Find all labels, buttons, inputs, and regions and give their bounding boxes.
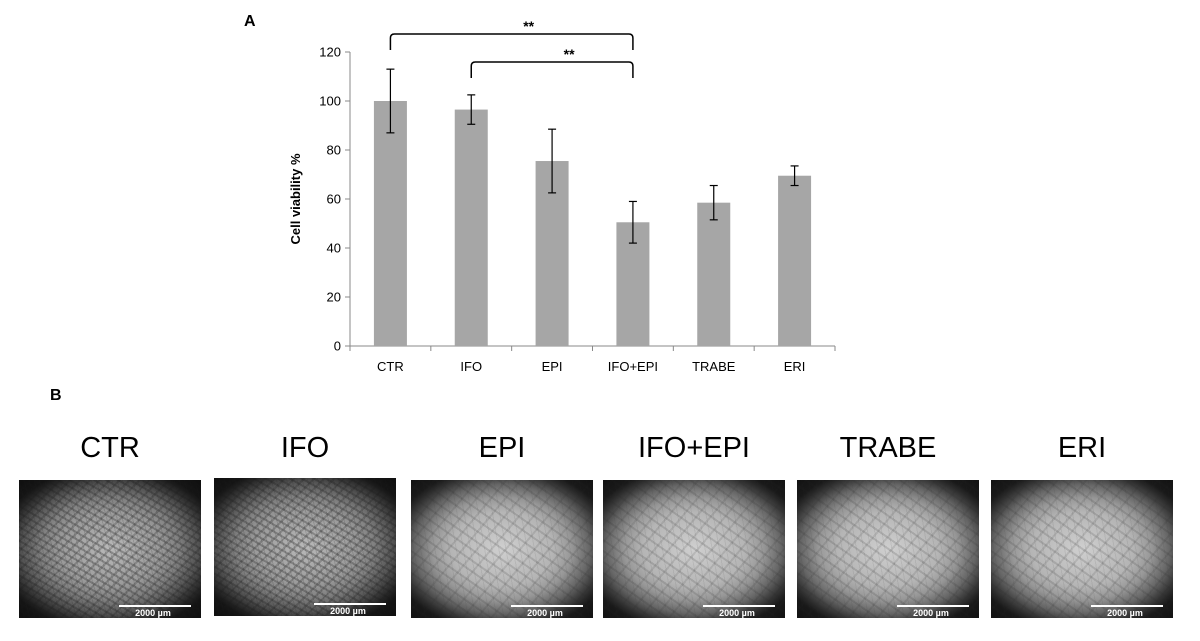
significance-label: ** (564, 46, 575, 62)
x-axis: CTR IFO EPI IFO+EPI TRABE ERI (349, 345, 836, 374)
panel-a-label: A (244, 13, 256, 30)
scale-bar-label: 2000 µm (135, 608, 171, 618)
x-tick-label: ERI (784, 359, 806, 374)
y-tick-label: 40 (327, 241, 341, 256)
micrograph-title: CTR (80, 432, 140, 464)
scale-bar-label: 2000 µm (913, 608, 949, 618)
bar (778, 175, 812, 346)
x-tick-label: IFO+EPI (608, 359, 658, 374)
micrograph-title: TRABE (839, 432, 937, 464)
panel-b-label: B (50, 387, 62, 404)
scale-bar-label: 2000 µm (330, 606, 366, 616)
error-bars (386, 68, 799, 244)
y-tick-label: 20 (327, 290, 341, 305)
scale-bar (511, 605, 583, 607)
scale-bar (1091, 605, 1163, 607)
scale-bar-label: 2000 µm (1107, 608, 1143, 618)
vignette (603, 480, 785, 618)
y-tick-label: 120 (319, 45, 341, 60)
scale-bar (703, 605, 775, 607)
scale-bar (897, 605, 969, 607)
bars (373, 101, 812, 346)
vignette (991, 480, 1173, 618)
x-tick-label: EPI (542, 359, 563, 374)
bar (373, 101, 407, 346)
y-axis-label: Cell viability % (288, 153, 303, 244)
scale-bar (314, 603, 386, 605)
micrograph-image: 2000 µm (991, 480, 1173, 618)
y-tick-label: 60 (327, 192, 341, 207)
scale-bar-label: 2000 µm (527, 608, 563, 618)
y-tick-label: 80 (327, 143, 341, 158)
micrograph-title: EPI (478, 432, 526, 464)
micrograph-image: 2000 µm (603, 480, 785, 618)
x-tick-label: IFO (460, 359, 482, 374)
significance-label: ** (523, 18, 534, 34)
micrograph-image: 2000 µm (214, 478, 396, 616)
scale-bar-label: 2000 µm (719, 608, 755, 618)
bar (697, 202, 731, 346)
x-tick-label: CTR (377, 359, 404, 374)
significance-bracket (389, 33, 634, 50)
vignette (411, 480, 593, 618)
micrograph-image: 2000 µm (411, 480, 593, 618)
y-axis: 0 20 40 60 80 100 120 (319, 45, 351, 354)
x-tick-label: TRABE (692, 359, 736, 374)
bar (454, 109, 488, 346)
micrograph-title: ERI (1057, 432, 1107, 464)
vignette (797, 480, 979, 618)
vignette (19, 480, 201, 618)
micrograph-image: 2000 µm (19, 480, 201, 618)
vignette (214, 478, 396, 616)
y-tick-label: 100 (319, 94, 341, 109)
y-tick-label: 0 (334, 339, 341, 354)
bar-chart: 0 20 40 60 80 100 120 CTR IFO EPI IFO+EPI TRABE ERI… (288, 18, 836, 374)
micrograph-title: IFO (280, 432, 330, 464)
micrograph-image: 2000 µm (797, 480, 979, 618)
significance-bracket (470, 61, 634, 78)
significance-brackets: ** ** (389, 18, 634, 78)
micrograph-title: IFO+EPI (637, 432, 750, 464)
scale-bar (119, 605, 191, 607)
